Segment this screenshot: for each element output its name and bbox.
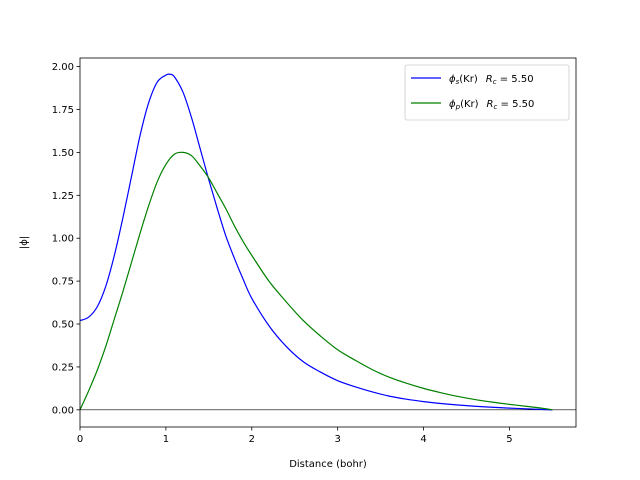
x-tick-label: 3 bbox=[334, 434, 340, 445]
series-line-phi-p bbox=[79, 151, 553, 411]
y-tick-label: 0.25 bbox=[52, 362, 74, 373]
legend-subscript: s bbox=[456, 78, 460, 86]
x-tick-label: 1 bbox=[163, 434, 169, 445]
y-tick-label: 0.00 bbox=[52, 405, 74, 416]
legend-entry-phi-p: ϕp(Kr) Rc = 5.50 bbox=[449, 99, 534, 111]
x-tick-label: 0 bbox=[77, 434, 83, 445]
x-axis-ticks: 0 1 2 3 4 5 bbox=[77, 427, 513, 445]
y-tick-label: 1.00 bbox=[52, 234, 74, 245]
legend-phi-symbol: ϕ bbox=[449, 99, 456, 110]
legend-rc-subscript: c bbox=[494, 103, 498, 111]
legend-rc-symbol: R bbox=[486, 74, 493, 85]
y-axis-ticks: 0.00 0.25 0.50 0.75 1.00 1.25 1.50 1.75 2.00 bbox=[52, 62, 80, 416]
y-tick-label: 2.00 bbox=[52, 62, 74, 73]
legend-box bbox=[404, 64, 570, 121]
x-tick-label: 2 bbox=[249, 434, 255, 445]
legend-element: (Kr) bbox=[460, 99, 479, 110]
legend-rc-value: = 5.50 bbox=[497, 74, 534, 85]
x-tick-label: 5 bbox=[506, 434, 512, 445]
x-axis-label: Distance (bohr) bbox=[289, 459, 367, 470]
series-line-phi-s bbox=[79, 73, 553, 411]
legend-element: (Kr) bbox=[459, 74, 478, 85]
y-tick-label: 1.50 bbox=[52, 148, 74, 159]
legend-rc-symbol: R bbox=[487, 99, 494, 110]
plot-frame bbox=[79, 57, 577, 428]
legend-entry-phi-s: ϕs(Kr) Rc = 5.50 bbox=[449, 74, 534, 86]
y-tick-label: 1.25 bbox=[52, 191, 74, 202]
legend-subscript: p bbox=[455, 103, 461, 111]
x-tick-label: 4 bbox=[420, 434, 426, 445]
legend-phi-symbol: ϕ bbox=[449, 74, 456, 85]
y-axis-label: |ϕ| bbox=[19, 236, 30, 249]
legend: ϕs(Kr) Rc = 5.50 ϕp(Kr) Rc = 5.50 bbox=[404, 64, 570, 121]
legend-rc-subscript: c bbox=[493, 78, 497, 86]
y-tick-label: 0.50 bbox=[52, 320, 74, 331]
series-layer bbox=[79, 73, 553, 411]
legend-rc-value: = 5.50 bbox=[497, 99, 534, 110]
y-tick-label: 1.75 bbox=[52, 105, 74, 116]
y-tick-label: 0.75 bbox=[52, 277, 74, 288]
